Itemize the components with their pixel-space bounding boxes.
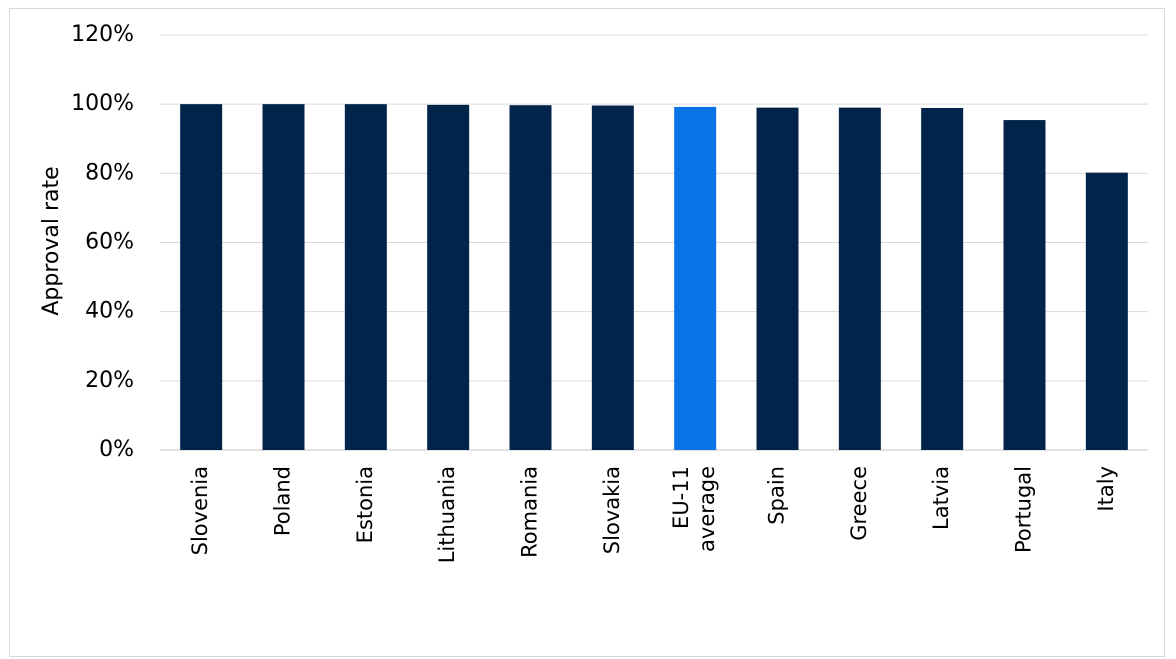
x-category-label: Greece	[847, 466, 871, 541]
bar	[591, 105, 634, 451]
bars	[180, 104, 1128, 451]
y-tick-label: 20%	[85, 368, 134, 393]
y-tick-label: 80%	[85, 160, 134, 185]
bar	[1085, 172, 1128, 450]
x-category-label: Slovenia	[188, 466, 212, 555]
x-category-label: Poland	[271, 466, 295, 536]
y-tick-label: 0%	[99, 437, 134, 462]
y-tick-label: 120%	[71, 22, 134, 47]
bar	[344, 104, 387, 451]
y-tick-label: 60%	[85, 230, 134, 255]
y-tick-label: 100%	[71, 91, 134, 116]
bar	[838, 107, 881, 450]
x-category-label: EU-11	[669, 466, 693, 529]
x-category-label: Romania	[518, 466, 542, 558]
bar	[427, 104, 470, 450]
x-category-label: average	[695, 466, 719, 552]
x-category-label: Italy	[1094, 466, 1118, 512]
gridlines	[160, 34, 1148, 451]
y-axis-title: Approval rate	[39, 166, 64, 315]
y-axis-ticks: 0% 20% 40% 60% 80% 100% 120%	[71, 22, 134, 462]
bar	[674, 106, 717, 450]
x-category-label: Spain	[765, 466, 789, 525]
bar	[1003, 120, 1046, 450]
x-axis-categories: Slovenia Poland Estonia Lithuania Romania Slo…	[188, 466, 1118, 563]
x-category-label: Portugal	[1012, 466, 1036, 553]
x-category-label: Latvia	[929, 466, 953, 530]
bar	[262, 104, 305, 451]
bar	[509, 105, 552, 451]
x-category-label: Estonia	[353, 466, 377, 543]
bar	[921, 107, 964, 451]
bar	[180, 104, 223, 451]
x-category-label: Slovakia	[600, 466, 624, 554]
bar	[756, 107, 799, 450]
x-category-label: Lithuania	[435, 466, 459, 563]
y-tick-label: 40%	[85, 299, 134, 324]
